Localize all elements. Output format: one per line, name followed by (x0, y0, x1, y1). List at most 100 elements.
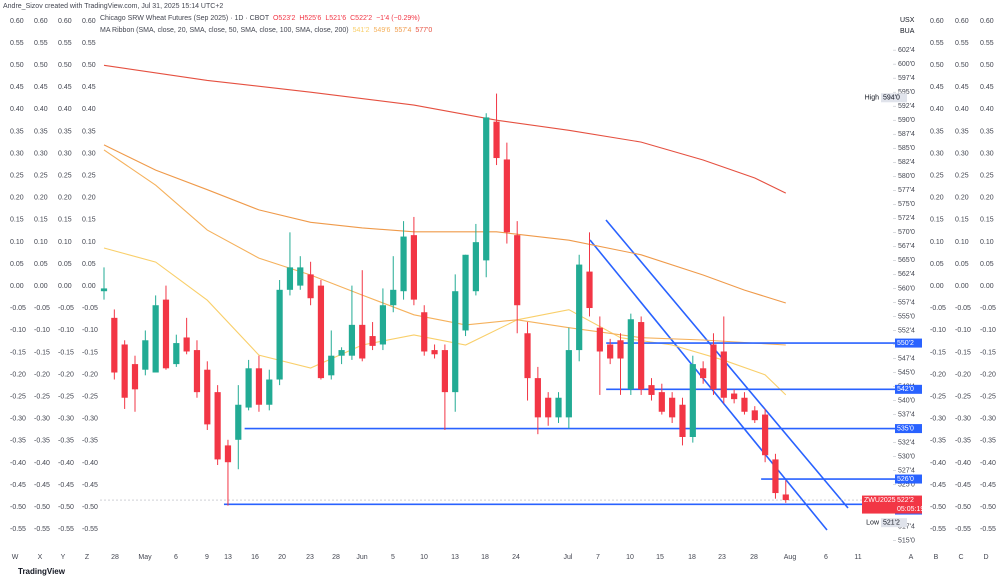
y-tick-label: 565'0 (898, 257, 915, 264)
side-scale-label: 0.55 (34, 40, 48, 47)
side-scale-label: -0.30 (82, 416, 98, 423)
candle-body (689, 364, 696, 437)
side-scale-label: 0.35 (930, 128, 944, 135)
candle-body (782, 494, 789, 501)
side-scale-label: 0.60 (10, 18, 24, 25)
ohlc-value: C522'2 (350, 15, 372, 22)
x-tick-label: Aug (784, 554, 797, 561)
x-tick-label: B (934, 554, 939, 561)
candle-body (638, 322, 645, 390)
candle-body (379, 305, 387, 345)
side-scale-label: -0.35 (82, 438, 98, 445)
side-scale-label: -0.35 (34, 438, 50, 445)
candle-body (266, 379, 273, 405)
side-scale-label: -0.30 (58, 416, 74, 423)
side-scale-label: 0.55 (10, 40, 24, 47)
side-scale-label: 0.35 (82, 128, 96, 135)
side-scale-label: 0.60 (58, 18, 72, 25)
side-scale-label: -0.45 (980, 482, 996, 489)
side-scale-label: -0.35 (980, 438, 996, 445)
side-scale-label: 0.25 (10, 173, 24, 180)
side-scale-label: -0.15 (58, 349, 74, 356)
candle-body (596, 327, 603, 352)
y-tick-label: 515'0 (898, 538, 915, 545)
y-tick-label: 602'4 (898, 47, 915, 54)
side-scale-label: 0.45 (34, 84, 48, 91)
candle-body (121, 344, 128, 398)
x-tick-label: 23 (306, 554, 314, 561)
side-scale-label: 0.10 (980, 239, 994, 246)
side-scale-label: 0.00 (980, 283, 994, 290)
side-scale-label: -0.15 (34, 349, 50, 356)
side-scale-label: -0.20 (10, 371, 26, 378)
candle-body (328, 355, 335, 376)
x-tick-label: 20 (278, 554, 286, 561)
candle-body (204, 369, 211, 425)
level-label: 550'2 (897, 340, 914, 347)
side-scale-label: 0.30 (82, 150, 96, 157)
candle-body (658, 392, 665, 412)
side-scale-label: 0.45 (930, 84, 944, 91)
side-scale-label: 0.50 (930, 62, 944, 69)
side-scale-label: -0.05 (955, 305, 971, 312)
side-scale-label: -0.25 (58, 394, 74, 401)
side-scale-label: 0.05 (58, 261, 72, 268)
candle-body (772, 459, 779, 494)
side-scale-label: -0.15 (82, 349, 98, 356)
candle-body (565, 350, 572, 418)
side-scale-label: -0.20 (955, 371, 971, 378)
candle-body (359, 324, 366, 359)
side-scale-label: 0.05 (34, 261, 48, 268)
side-scale-label: -0.10 (930, 327, 946, 334)
side-scale-label: 0.35 (34, 128, 48, 135)
side-scale-label: 0.10 (955, 239, 969, 246)
side-scale-label: -0.30 (955, 416, 971, 423)
candle-body (338, 350, 345, 356)
high-label: 594'0 (883, 95, 900, 102)
y-tick-label: 592'4 (898, 103, 915, 110)
y-tick-label: 587'4 (898, 131, 915, 138)
candle-body (317, 285, 325, 379)
side-scale-label: -0.25 (980, 394, 996, 401)
side-scale-label: 0.35 (10, 128, 24, 135)
x-tick-label: 28 (332, 554, 340, 561)
side-scale-label: 0.40 (10, 106, 24, 113)
side-scale-label: -0.15 (10, 349, 26, 356)
y-tick-label: 555'0 (898, 313, 915, 320)
candle-body (731, 393, 738, 400)
x-tick-label: Z (85, 554, 90, 561)
level-label: 542'0 (897, 386, 914, 393)
countdown: 05:05:19 (897, 506, 924, 513)
side-scale-label: 0.20 (930, 195, 944, 202)
trend-line (589, 239, 828, 531)
side-scale-label: -0.45 (955, 482, 971, 489)
x-tick-label: 23 (718, 554, 726, 561)
candle-body (441, 350, 448, 393)
side-scale-label: 0.60 (955, 18, 969, 25)
y-tick-label: 545'0 (898, 369, 915, 376)
ohlc-value: L521'6 (325, 15, 346, 22)
candle-body (627, 319, 634, 390)
side-scale-label: -0.40 (930, 460, 946, 467)
side-scale-label: -0.45 (930, 482, 946, 489)
side-scale-label: 0.30 (930, 150, 944, 157)
candle-body (431, 350, 438, 355)
y-tick-label: 562'4 (898, 271, 915, 278)
indicator-title: MA Ribbon (SMA, close, 20, SMA, close, 5… (100, 27, 349, 34)
side-scale-label: 0.00 (34, 283, 48, 290)
side-scale-label: -0.45 (58, 482, 74, 489)
side-scale-label: 0.15 (82, 217, 96, 224)
candle-body (224, 445, 232, 463)
side-scale-label: -0.30 (980, 416, 996, 423)
side-scale-label: 0.20 (34, 195, 48, 202)
y-tick-label: 600'0 (898, 61, 915, 68)
candle-body (514, 235, 521, 306)
side-scale-label: -0.20 (980, 371, 996, 378)
side-scale-label: -0.25 (10, 394, 26, 401)
y-tick-label: 585'0 (898, 145, 915, 152)
y-tick-label: 530'0 (898, 453, 915, 460)
side-scale-label: 0.00 (10, 283, 24, 290)
candle-body (142, 340, 149, 370)
side-scale-label: -0.55 (82, 526, 98, 533)
side-scale-label: 0.40 (930, 106, 944, 113)
